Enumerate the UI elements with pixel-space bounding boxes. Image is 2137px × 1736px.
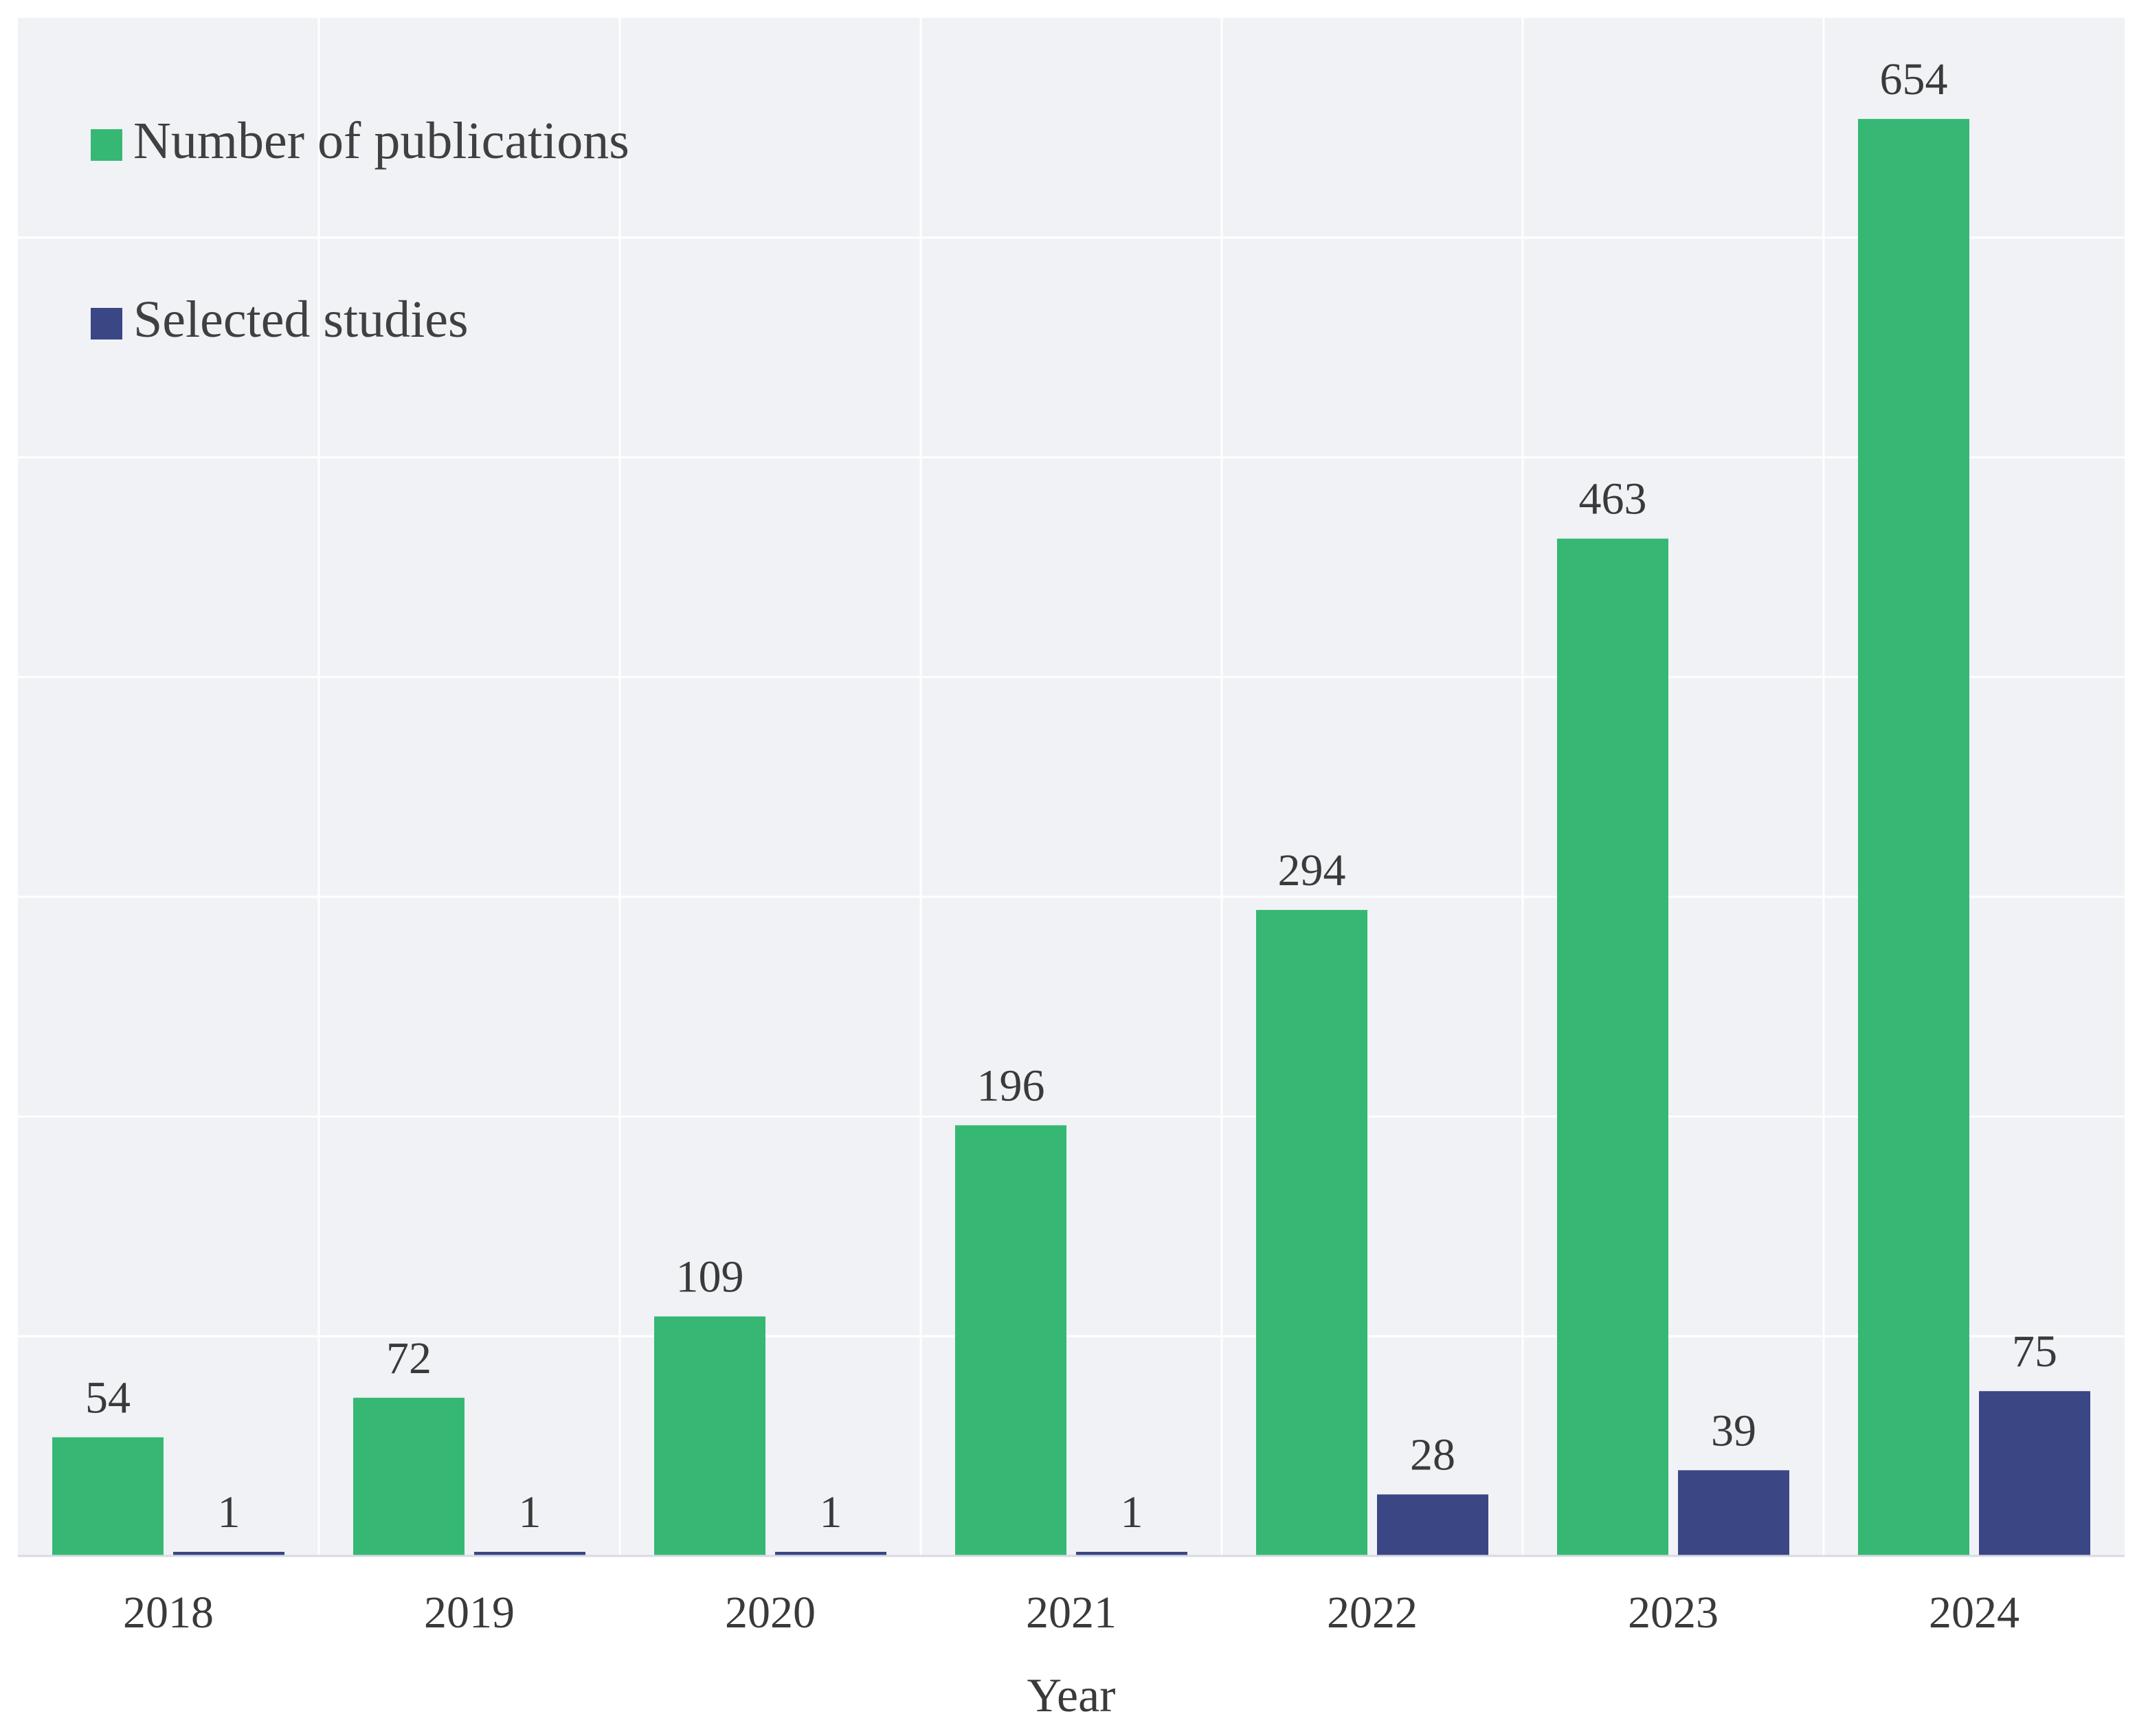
x-tick-label-2024: 2024	[1929, 1588, 2019, 1638]
data-label-selected-2020: 1	[820, 1487, 842, 1537]
grid-layer	[18, 18, 2125, 1556]
bar-selected-2018	[173, 1552, 284, 1556]
data-labels-layer: 54 1 72 1 109 1 196 1 294 28 463 39 654 75	[85, 54, 2057, 1537]
bar-selected-2023	[1678, 1470, 1789, 1556]
data-label-publications-2021: 196	[977, 1060, 1045, 1111]
bar-publications-2019	[353, 1397, 465, 1556]
bar-publications-2024	[1858, 119, 1969, 1556]
bar-selected-2019	[474, 1552, 585, 1556]
bar-selected-2020	[775, 1552, 886, 1556]
legend: Number of publications Selected studies	[91, 112, 629, 348]
data-label-selected-2018: 1	[218, 1487, 240, 1537]
bar-publications-2018	[52, 1437, 164, 1556]
bar-publications-2020	[654, 1316, 765, 1556]
data-label-selected-2023: 39	[1711, 1405, 1756, 1456]
legend-label-selected: Selected studies	[133, 291, 469, 348]
bar-selected-2024	[1979, 1391, 2090, 1556]
data-label-publications-2023: 463	[1579, 474, 1647, 524]
x-tick-labels: 2018 2019 2020 2021 2022 2023 2024	[18, 1555, 2125, 1638]
x-tick-label-2018: 2018	[123, 1588, 214, 1638]
bar-publications-2022	[1256, 910, 1367, 1556]
bars-layer	[52, 119, 2090, 1556]
data-label-selected-2022: 28	[1410, 1429, 1455, 1480]
x-tick-label-2020: 2020	[725, 1588, 816, 1638]
data-label-publications-2020: 109	[676, 1252, 744, 1302]
x-tick-label-2022: 2022	[1327, 1588, 1418, 1638]
x-axis-title: Year	[1027, 1669, 1116, 1722]
x-tick-label-2021: 2021	[1026, 1588, 1117, 1638]
legend-swatch-selected	[91, 308, 122, 340]
data-label-selected-2019: 1	[519, 1487, 541, 1537]
data-label-publications-2024: 654	[1880, 54, 1948, 104]
data-label-selected-2024: 75	[2012, 1326, 2057, 1377]
x-tick-label-2023: 2023	[1628, 1588, 1719, 1638]
legend-swatch-publications	[91, 129, 122, 161]
data-label-publications-2019: 72	[386, 1333, 432, 1383]
bar-publications-2023	[1557, 538, 1668, 1556]
bar-publications-2021	[955, 1125, 1066, 1556]
legend-label-publications: Number of publications	[133, 112, 629, 170]
x-tick-label-2019: 2019	[424, 1588, 515, 1638]
bar-selected-2021	[1076, 1552, 1187, 1556]
data-label-publications-2022: 294	[1278, 845, 1346, 895]
plot-background	[18, 18, 2125, 1556]
bar-selected-2022	[1377, 1494, 1488, 1556]
data-label-selected-2021: 1	[1121, 1487, 1143, 1537]
data-label-publications-2018: 54	[85, 1372, 131, 1423]
